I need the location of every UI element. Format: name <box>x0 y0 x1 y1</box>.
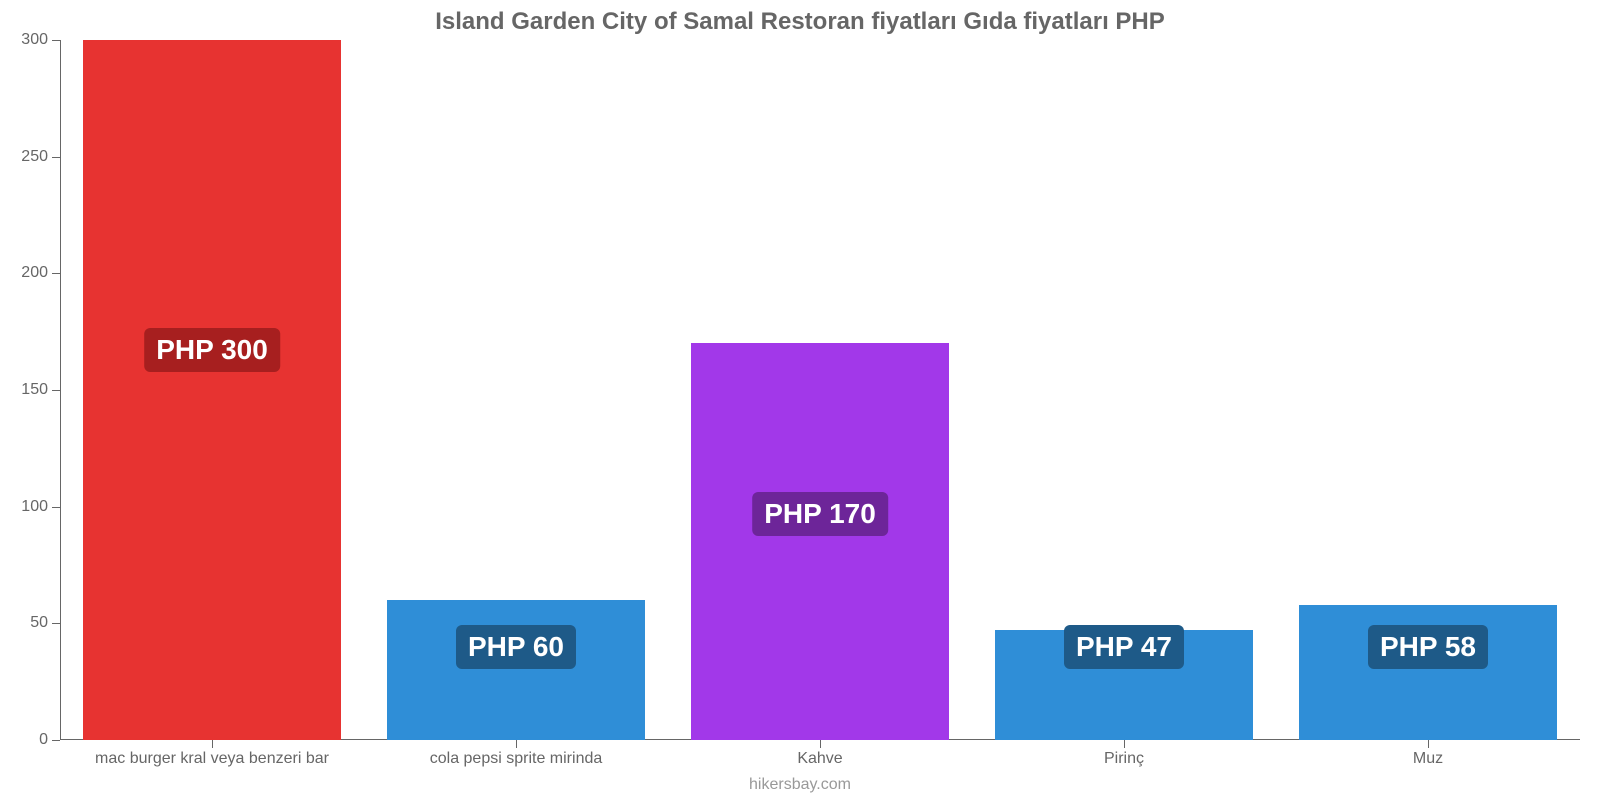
bar-value-label: PHP 170 <box>752 492 888 536</box>
x-tick-label: mac burger kral veya benzeri bar <box>95 750 329 768</box>
x-tick-label: Kahve <box>797 750 842 768</box>
y-tick-label: 250 <box>21 148 48 166</box>
y-tick-label: 150 <box>21 381 48 399</box>
y-tick-label: 300 <box>21 31 48 49</box>
x-tick-label: Pirinç <box>1104 750 1144 768</box>
bar-value-label: PHP 60 <box>456 625 576 669</box>
bar-value-label: PHP 47 <box>1064 625 1184 669</box>
bar <box>83 40 341 740</box>
plot-area: PHP 300PHP 60PHP 170PHP 47PHP 58 0501001… <box>60 40 1580 740</box>
y-tick-label: 200 <box>21 264 48 282</box>
bar <box>387 600 645 740</box>
x-tick <box>516 740 517 748</box>
y-tick-label: 100 <box>21 498 48 516</box>
y-tick <box>52 390 60 391</box>
x-tick-label: cola pepsi sprite mirinda <box>430 750 603 768</box>
bar <box>691 343 949 740</box>
chart-wrapper: Island Garden City of Samal Restoran fiy… <box>0 0 1600 800</box>
bars-container: PHP 300 PHP 60 PHP 170 PHP 47 PHP 58 <box>60 40 1580 740</box>
footer-credit: hikersbay.com <box>0 776 1600 794</box>
y-tick <box>52 40 60 41</box>
y-tick <box>52 507 60 508</box>
bar-value-label: PHP 300 <box>144 328 280 372</box>
x-tick <box>1428 740 1429 748</box>
y-tick <box>52 740 60 741</box>
y-tick-label: 0 <box>39 731 48 749</box>
y-tick-label: 50 <box>30 614 48 632</box>
bar-value-label: PHP 58 <box>1368 625 1488 669</box>
y-tick <box>52 623 60 624</box>
y-tick <box>52 157 60 158</box>
chart-title: Island Garden City of Samal Restoran fiy… <box>0 8 1600 36</box>
x-tick <box>820 740 821 748</box>
x-tick-label: Muz <box>1413 750 1443 768</box>
x-tick <box>1124 740 1125 748</box>
x-tick <box>212 740 213 748</box>
y-tick <box>52 273 60 274</box>
